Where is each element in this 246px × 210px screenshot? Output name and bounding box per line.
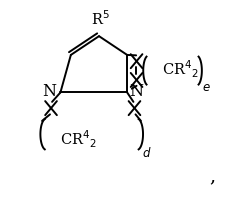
Text: CR$^4$$_2$: CR$^4$$_2$: [162, 58, 199, 80]
Text: ,: ,: [210, 167, 216, 185]
Text: $e$: $e$: [202, 81, 211, 94]
Text: R$^5$: R$^5$: [91, 9, 109, 28]
Text: N: N: [129, 83, 143, 100]
Text: $d$: $d$: [142, 146, 152, 160]
Text: CR$^4$$_2$: CR$^4$$_2$: [60, 129, 97, 150]
Text: N: N: [43, 83, 57, 100]
